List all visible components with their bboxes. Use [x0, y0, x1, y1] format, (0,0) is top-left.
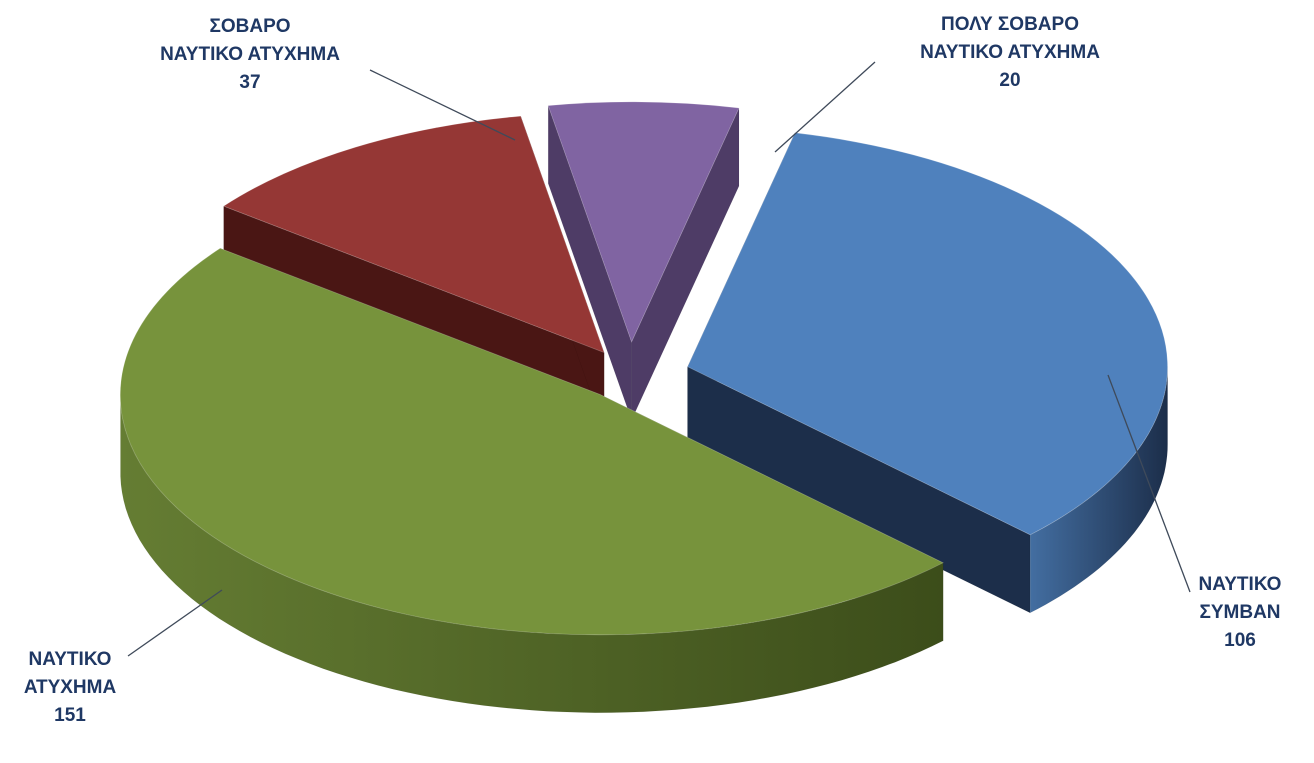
- slice-label-naftiko-atyxima-line-0: ΝΑΥΤΙΚΟ: [29, 649, 112, 670]
- slice-radial-wall-naftiko-symvan-1: [687, 366, 1031, 614]
- leader-line-naftiko-atyxima: [127, 589, 223, 657]
- slice-label-polu-sovaro-line-1: ΝΑΥΤΙΚΟ ΑΤΥΧΗΜΑ: [920, 42, 1100, 63]
- data-label-naftiko-atyxima: 151: [54, 705, 86, 726]
- leader-line-naftiko-symvan: [1107, 374, 1191, 593]
- slice-outer-wall-naftiko-symvan: [1029, 366, 1168, 614]
- slice-label-sovaro-line-0: ΣΟΒΑΡΟ: [209, 16, 290, 37]
- data-label-polu-sovaro: 20: [999, 70, 1020, 91]
- slice-tops-layer: [119, 101, 1168, 636]
- slice-naftiko-atyxima: [119, 247, 944, 636]
- slice-label-polu-sovaro-line-0: ΠΟΛΥ ΣΟΒΑΡΟ: [941, 14, 1079, 35]
- slice-polu-sovaro: [547, 101, 740, 343]
- leader-lines-layer: [127, 61, 1191, 657]
- slice-label-naftiko-atyxima-line-1: ΑΤΥΧΗΜΑ: [24, 677, 117, 698]
- slice-label-naftiko-symvan-line-0: ΝΑΥΤΙΚΟ: [1199, 574, 1282, 595]
- leader-line-sovaro: [369, 69, 516, 141]
- leader-line-polu-sovaro: [774, 61, 876, 153]
- labels-layer: ΠΟΛΥ ΣΟΒΑΡΟ ΝΑΥΤΙΚΟ ΑΤΥΧΗΜΑ 20 ΝΑΥΤΙΚΟ ΣΥΜΒΑ…: [24, 14, 1282, 726]
- data-label-sovaro: 37: [239, 72, 260, 93]
- slice-naftiko-symvan: [687, 132, 1168, 536]
- slice-label-sovaro-line-1: ΝΑΥΤΙΚΟ ΑΤΥΧΗΜΑ: [160, 44, 340, 65]
- data-label-naftiko-symvan: 106: [1224, 630, 1256, 651]
- slice-sovaro: [222, 115, 605, 354]
- slice-label-naftiko-symvan-line-1: ΣΥΜΒΑΝ: [1199, 602, 1280, 623]
